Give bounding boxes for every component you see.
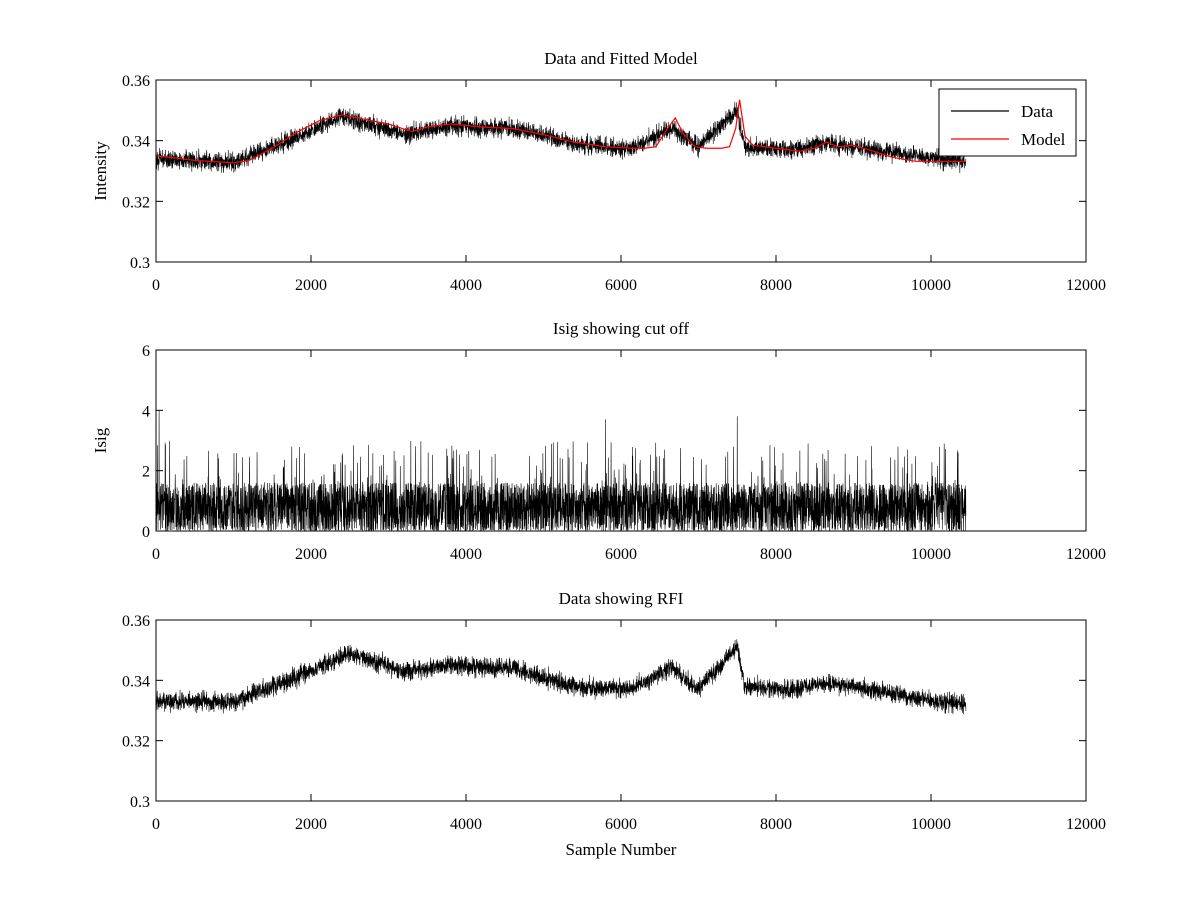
x-tick-label: 6000	[605, 277, 637, 294]
x-tick-label: 12000	[1066, 546, 1106, 563]
y-tick-label: 0.34	[122, 134, 150, 151]
y-tick-label: 6	[142, 343, 150, 360]
x-tick-label: 4000	[450, 546, 482, 563]
x-tick-label: 6000	[605, 816, 637, 833]
x-tick-label: 0	[152, 277, 160, 294]
y-axis-label: Isig	[91, 427, 110, 453]
plot-area	[156, 639, 967, 715]
x-axis-label: Sample Number	[566, 840, 677, 859]
x-tick-label: 12000	[1066, 816, 1106, 833]
x-tick-label: 4000	[450, 277, 482, 294]
x-tick-label: 0	[152, 816, 160, 833]
y-tick-label: 0	[142, 524, 150, 541]
legend-label-model: Model	[1021, 130, 1066, 149]
plot-area	[156, 99, 967, 173]
y-tick-label: 0.34	[122, 673, 150, 690]
y-tick-label: 0.3	[130, 255, 150, 272]
series-line-signal	[156, 639, 967, 715]
y-axis-label: Intensity	[91, 141, 110, 201]
y-tick-label: 4	[142, 403, 150, 420]
y-tick-label: 0.36	[122, 73, 150, 90]
chart-title: Data and Fitted Model	[544, 49, 698, 68]
x-tick-label: 0	[152, 546, 160, 563]
x-tick-label: 2000	[295, 277, 327, 294]
axes-box	[155, 619, 1087, 802]
x-tick-label: 10000	[911, 277, 951, 294]
y-tick-label: 0.36	[122, 613, 150, 630]
legend-box	[938, 88, 1077, 157]
chart-title: Data showing RFI	[559, 589, 684, 608]
chart-panel-3: 0 2000 4000 6000 8000 10000 12000 0.3 0.32 0.34 0.…	[122, 589, 1106, 859]
plot-area	[156, 410, 967, 531]
chart-panel-2: 0 2000 4000 6000 8000 10000 12000 0 2 4 6 Isig show…	[91, 319, 1106, 563]
y-tick-label: 0.3	[130, 794, 150, 811]
series-line-signal	[156, 410, 967, 531]
y-tick-label: 2	[142, 464, 150, 481]
chart-title: Isig showing cut off	[553, 319, 689, 338]
series-line-model	[156, 99, 966, 164]
x-tick-label: 10000	[911, 546, 951, 563]
legend: Data Model	[938, 88, 1077, 157]
x-tick-label: 8000	[760, 546, 792, 563]
x-tick-label: 8000	[760, 277, 792, 294]
y-tick-label: 0.32	[122, 734, 150, 751]
legend-label-data: Data	[1021, 102, 1054, 121]
x-tick-label: 6000	[605, 546, 637, 563]
x-tick-label: 12000	[1066, 277, 1106, 294]
series-line-data	[156, 101, 967, 173]
x-tick-label: 8000	[760, 816, 792, 833]
x-tick-label: 2000	[295, 816, 327, 833]
x-tick-label: 10000	[911, 816, 951, 833]
x-tick-label: 4000	[450, 816, 482, 833]
y-tick-label: 0.32	[122, 194, 150, 211]
x-tick-label: 2000	[295, 546, 327, 563]
chart-panel-1: 0 2000 4000 6000 8000 10000 12000 0.3 0.32 0.34 0.…	[91, 49, 1106, 294]
